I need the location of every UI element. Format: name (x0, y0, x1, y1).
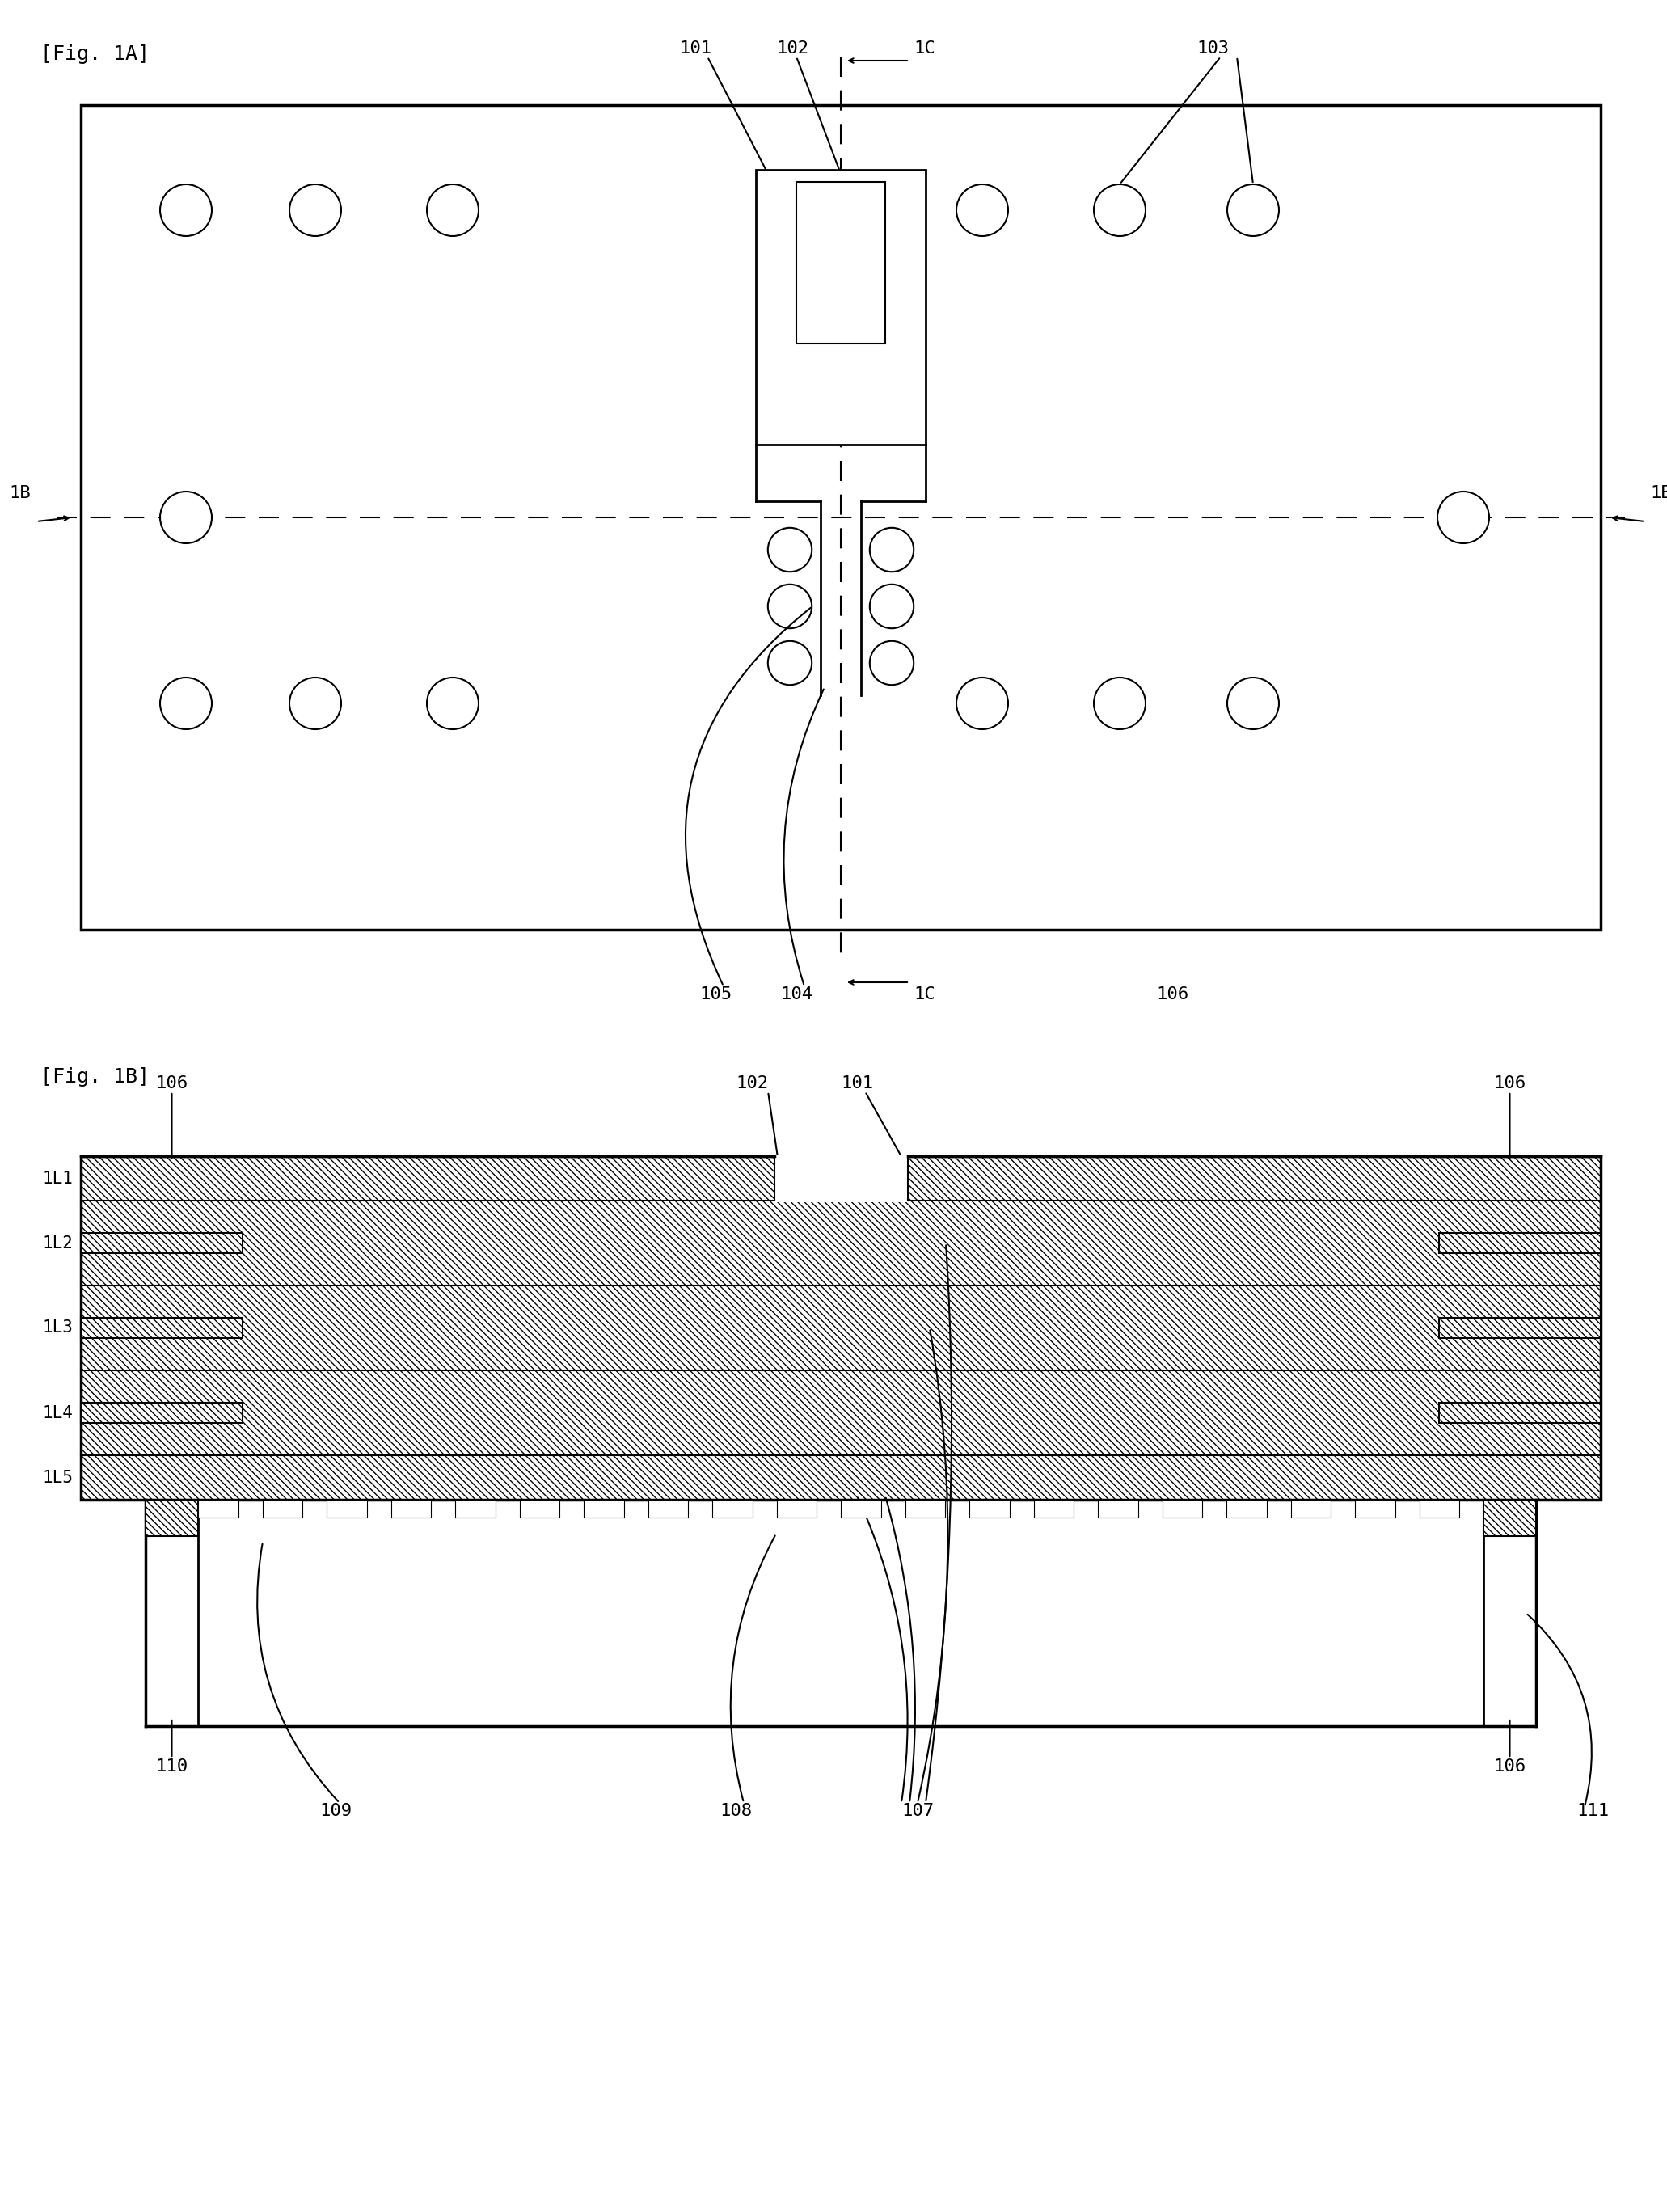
Bar (777, 1500, 817, 1517)
Text: [Fig. 1A]: [Fig. 1A] (40, 44, 150, 64)
Circle shape (160, 184, 212, 237)
Bar (390, 1500, 432, 1517)
Circle shape (815, 184, 867, 237)
Text: 1B: 1B (1650, 484, 1667, 502)
Bar (80, 106, 1600, 929)
Text: 1B: 1B (10, 484, 32, 502)
Bar (1439, 1402, 1600, 1422)
Text: 1L5: 1L5 (42, 1469, 73, 1486)
Bar (905, 1500, 945, 1517)
Bar (1439, 1232, 1600, 1254)
Circle shape (1094, 184, 1145, 237)
Bar (80, 1157, 1600, 1500)
Text: 105: 105 (698, 987, 732, 1002)
Text: 108: 108 (720, 1803, 752, 1818)
Text: 104: 104 (780, 987, 812, 1002)
Bar (1290, 1500, 1330, 1517)
Text: 107: 107 (902, 1803, 934, 1818)
Bar (80, 1402, 242, 1422)
Circle shape (957, 184, 1009, 237)
Bar (1484, 1500, 1535, 1535)
Text: 106: 106 (1494, 1075, 1525, 1091)
Bar (755, 170, 925, 445)
Circle shape (160, 491, 212, 544)
Bar (583, 1500, 623, 1517)
Text: 101: 101 (678, 40, 712, 58)
Text: 106: 106 (1155, 987, 1189, 1002)
Bar (1484, 1500, 1535, 1725)
Bar (262, 1500, 302, 1517)
Text: 1L4: 1L4 (42, 1405, 73, 1420)
Bar (1034, 1500, 1074, 1517)
Circle shape (290, 184, 342, 237)
Bar (80, 1232, 242, 1254)
Circle shape (870, 529, 914, 571)
Circle shape (768, 529, 812, 571)
Circle shape (1227, 677, 1279, 730)
Bar (969, 1500, 1010, 1517)
Circle shape (870, 584, 914, 628)
Circle shape (427, 677, 478, 730)
Text: 102: 102 (735, 1075, 768, 1091)
Circle shape (870, 641, 914, 686)
Bar (327, 1500, 367, 1517)
Text: 111: 111 (1577, 1803, 1609, 1818)
Text: 109: 109 (320, 1803, 352, 1818)
Text: 106: 106 (155, 1075, 188, 1091)
Text: 1L2: 1L2 (42, 1234, 73, 1252)
Circle shape (1094, 677, 1145, 730)
Text: 103: 103 (1197, 40, 1229, 58)
Bar (773, 1155, 907, 1201)
Bar (1419, 1500, 1459, 1517)
Text: 102: 102 (777, 40, 808, 58)
Bar (80, 1318, 242, 1338)
Text: [Fig. 1B]: [Fig. 1B] (40, 1066, 150, 1086)
Text: 101: 101 (840, 1075, 874, 1091)
Bar (1099, 1500, 1139, 1517)
Circle shape (427, 184, 478, 237)
Circle shape (1437, 491, 1489, 544)
Circle shape (957, 677, 1009, 730)
Circle shape (1227, 184, 1279, 237)
Bar (1439, 1318, 1600, 1338)
Circle shape (290, 677, 342, 730)
Text: 1C: 1C (914, 40, 935, 58)
Bar (145, 1500, 198, 1725)
Text: 1L3: 1L3 (42, 1321, 73, 1336)
Text: 1C: 1C (914, 987, 935, 1002)
Bar (712, 1500, 752, 1517)
Bar (455, 1500, 495, 1517)
Bar (648, 1500, 688, 1517)
Bar (1355, 1500, 1395, 1517)
Bar (145, 1500, 198, 1535)
Text: 110: 110 (155, 1759, 188, 1774)
Text: 106: 106 (1494, 1759, 1525, 1774)
Bar (1162, 1500, 1202, 1517)
Bar (1227, 1500, 1267, 1517)
Circle shape (768, 641, 812, 686)
Bar (797, 181, 885, 343)
Text: 1L1: 1L1 (42, 1170, 73, 1186)
Bar (198, 1500, 238, 1517)
Circle shape (160, 677, 212, 730)
Bar (840, 1500, 880, 1517)
Bar (520, 1500, 560, 1517)
Circle shape (768, 584, 812, 628)
